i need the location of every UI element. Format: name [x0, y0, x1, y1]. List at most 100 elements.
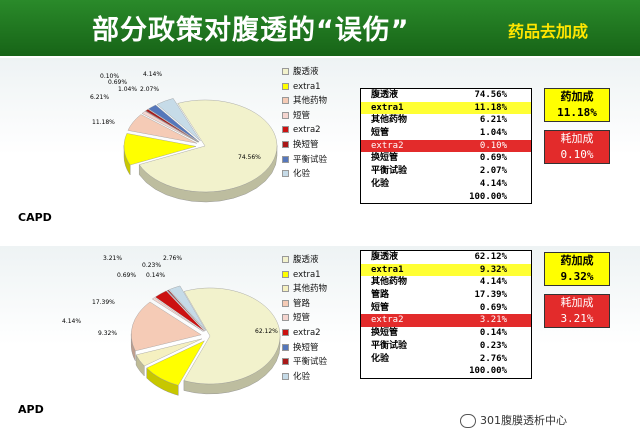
table-row: extra1 9.32%: [361, 263, 531, 277]
table-row: 100.00%: [361, 365, 531, 378]
watermark-text: 301腹膜透析中心: [480, 414, 567, 427]
legend-item: 化验: [282, 168, 362, 183]
pie-data-label: 2.07%: [140, 86, 159, 93]
pie-slice-item-9: [168, 285, 207, 331]
legend-swatch: [282, 126, 289, 134]
legend-item: 换短管: [282, 139, 362, 154]
pie-slice-item-1: [138, 99, 278, 193]
pie-slice-extra1: [123, 133, 197, 166]
table-row: 其他药物 4.14%: [361, 276, 531, 289]
legend-swatch: [282, 111, 289, 119]
capd-background-band: [0, 58, 640, 234]
pie-data-label: 0.10%: [100, 73, 119, 80]
pie-slice-item-7: [148, 104, 200, 142]
apd-background-band: [0, 246, 640, 426]
legend-item: 短管: [282, 312, 362, 327]
table-cell-name: 其他药物: [371, 115, 408, 126]
table-cell-value: 0.69%: [479, 302, 507, 313]
legend-item: extra2: [282, 327, 362, 342]
capd-pie-chart: 74.56% 11.18% 6.21% 1.04% 0.10%0.69% 2.07% 4.1…: [90, 71, 278, 203]
capd-drug-markup-value: 11.18%: [557, 106, 597, 119]
table-row: 平衡试验 2.07%: [361, 165, 531, 178]
table-cell-name: 短管: [371, 128, 390, 139]
legend-label: extra2: [293, 327, 321, 338]
legend-label: 其他药物: [293, 284, 328, 295]
table-cell-value: 4.14%: [479, 178, 507, 189]
table-row: 短管 0.69%: [361, 302, 531, 315]
table-row: 其他药物 6.21%: [361, 114, 531, 127]
table-cell-name: 腹透液: [371, 90, 399, 100]
apd-consumable-markup-label: 耗加成: [560, 296, 594, 309]
legend-item: extra2: [282, 124, 362, 139]
pie-data-label: 11.18%: [92, 119, 115, 126]
pie-data-label: 0.69%: [108, 79, 127, 86]
legend-item: 平衡试验: [282, 356, 362, 371]
legend-item: extra1: [282, 269, 362, 284]
legend-label: extra2: [293, 125, 321, 136]
legend-swatch: [282, 140, 289, 148]
legend-swatch: [282, 358, 289, 366]
apd-legend: 腹透液 extra1 其他药物管路短管 extra2 换短管 平衡试验化验: [282, 254, 362, 385]
legend-label: extra1: [293, 269, 321, 280]
table-cell-value: 3.21%: [479, 315, 507, 326]
legend-item: 管路: [282, 298, 362, 313]
table-cell-name: 换短管: [371, 153, 399, 164]
table-cell-value: 0.23%: [479, 340, 507, 351]
legend-swatch: [282, 170, 289, 178]
table-row: 换短管 0.69%: [361, 152, 531, 165]
table-row: 化验 2.76%: [361, 353, 531, 366]
legend-swatch: [282, 285, 289, 293]
legend-label: 短管: [293, 110, 311, 121]
legend-label: 短管: [293, 313, 311, 324]
table-cell-value: 100.00%: [469, 191, 507, 202]
table-cell-name: extra1: [371, 264, 404, 275]
pie-slice-item-8: [167, 289, 206, 331]
table-cell-name: 腹透液: [371, 252, 399, 262]
legend-swatch: [282, 270, 289, 278]
pie-slice-item-4: [131, 301, 202, 352]
table-cell-value: 0.69%: [479, 153, 507, 164]
legend-item: 腹透液: [282, 254, 362, 269]
wechat-icon: [460, 414, 476, 428]
legend-label: 平衡试验: [293, 357, 328, 368]
legend-item: 换短管: [282, 342, 362, 357]
table-cell-name: 管路: [371, 290, 390, 301]
table-row: extra1 11.18%: [361, 101, 531, 115]
legend-swatch: [282, 256, 289, 263]
table-cell-name: extra2: [371, 140, 404, 151]
legend-label: 管路: [293, 298, 311, 309]
apd-drug-markup-box: 药加成 9.32%: [544, 252, 610, 286]
watermark: 301腹膜透析中心: [460, 412, 567, 428]
table-cell-value: 1.04%: [479, 128, 507, 139]
table-row: 腹透液 74.56%: [361, 89, 531, 102]
apd-consumable-markup-value: 3.21%: [560, 312, 594, 325]
table-row: 化验 4.14%: [361, 178, 531, 191]
pie-data-label: 2.76%: [163, 255, 182, 262]
capd-drug-markup-box: 药加成 11.18%: [544, 88, 610, 122]
pie-data-label: 62.12%: [255, 328, 278, 335]
capd-label: CAPD: [18, 211, 52, 224]
pie-data-label: 17.39%: [92, 299, 115, 306]
table-row: 管路 17.39%: [361, 289, 531, 302]
table-cell-value: 2.07%: [479, 166, 507, 177]
legend-item: 化验: [282, 371, 362, 386]
legend-label: 其他药物: [293, 96, 328, 107]
legend-label: 化验: [293, 169, 311, 180]
legend-label: 化验: [293, 371, 311, 382]
apd-consumable-markup-box: 耗加成 3.21%: [544, 294, 610, 328]
pie-data-label: 4.14%: [62, 318, 81, 325]
capd-consumable-markup-box: 耗加成 0.10%: [544, 130, 610, 164]
pie-data-label: 0.23%: [142, 262, 161, 269]
table-cell-value: 100.00%: [469, 366, 507, 377]
legend-swatch: [282, 328, 289, 336]
pie-slice-item-6: [145, 109, 199, 143]
table-cell-name: extra2: [371, 315, 404, 326]
table-cell-value: 17.39%: [474, 290, 507, 301]
title-banner: 部分政策对腹透的“误伤” 药品去加成: [0, 0, 640, 56]
pie-data-label: 3.21%: [103, 255, 122, 262]
capd-value-table: 腹透液 74.56% extra1 11.18% 其他药物 6.21% 短管 1.04% ext…: [360, 88, 532, 205]
apd-section: APD 62.12% 9.32% 4.14% 17.39% 0.69% 3.21% 0.14…: [0, 246, 640, 426]
legend-label: extra1: [293, 81, 321, 92]
pie-slice-extra2: [154, 290, 205, 332]
